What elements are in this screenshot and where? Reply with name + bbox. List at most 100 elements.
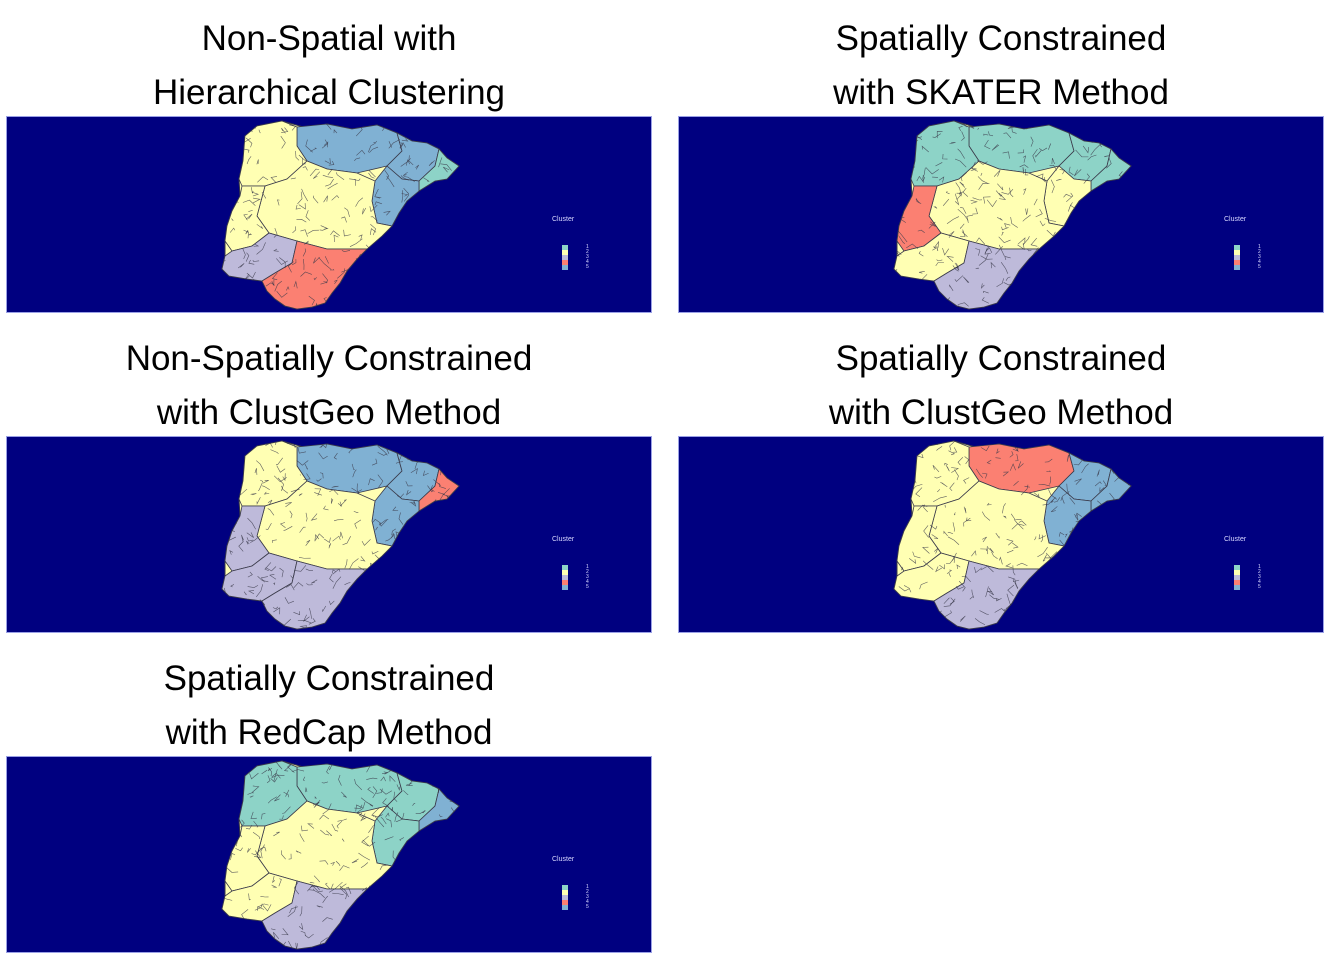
legend-label: 4: [1258, 579, 1261, 585]
legend-item: 4: [562, 899, 602, 905]
legend-item: 2: [562, 249, 602, 255]
panel-title-line2: with ClustGeo Method: [828, 393, 1174, 432]
panel-title: Non-Spatially Constrained with ClustGeo …: [6, 332, 652, 440]
legend-item: 1: [562, 564, 602, 570]
map-panel: Spatially Constrained with ClustGeo Meth…: [678, 320, 1324, 640]
panel-title: Spatially Constrained with RedCap Method: [6, 652, 652, 760]
legend-title: Cluster: [1224, 536, 1247, 543]
panel-title: Spatially Constrained with ClustGeo Meth…: [678, 332, 1324, 440]
legend-swatch: [562, 890, 568, 895]
legend-item: 5: [562, 264, 602, 270]
legend-label: 2: [586, 249, 589, 255]
legend-label: 2: [1258, 249, 1261, 255]
legend-label: 4: [586, 579, 589, 585]
legend-swatch: [1234, 245, 1240, 250]
legend-label: 3: [1258, 574, 1261, 580]
cluster-region-farnortheast: [418, 788, 460, 832]
map-svg: [893, 120, 1132, 310]
legend-swatch: [562, 565, 568, 570]
legend-swatch: [562, 580, 568, 585]
legend-swatch: [562, 255, 568, 260]
cluster-region-southeast: [261, 240, 368, 310]
legend-label: 1: [586, 564, 589, 570]
legend-item: 3: [562, 254, 602, 260]
legend-swatch: [1234, 580, 1240, 585]
legend-item: 5: [1234, 584, 1274, 590]
legend-label: 1: [586, 884, 589, 890]
panel-title-line2: with ClustGeo Method: [156, 393, 502, 432]
legend-swatch: [1234, 565, 1240, 570]
legend-label: 1: [1258, 564, 1261, 570]
legend-swatch: [562, 250, 568, 255]
legend-swatch: [562, 245, 568, 250]
panel-title-line2: with RedCap Method: [165, 713, 493, 752]
choropleth-map: Cluster 1 2 3 4 5: [6, 436, 652, 633]
legend-swatch: [562, 900, 568, 905]
panel-title-line1: Spatially Constrained: [163, 659, 495, 698]
legend-item: 3: [562, 574, 602, 580]
legend-label: 5: [1258, 264, 1261, 270]
legend-swatch: [1234, 575, 1240, 580]
legend-item: 4: [562, 259, 602, 265]
legend-item: 5: [562, 904, 602, 910]
cluster-region-southeast: [933, 240, 1040, 310]
map-svg: [221, 440, 460, 630]
legend-label: 4: [586, 259, 589, 265]
panel-title-line1: Spatially Constrained: [835, 339, 1167, 378]
legend-item: 2: [562, 569, 602, 575]
panel-title-line1: Spatially Constrained: [835, 19, 1167, 58]
legend-swatch: [1234, 265, 1240, 270]
legend-label: 3: [586, 894, 589, 900]
map-panel: Spatially Constrained with SKATER Method…: [678, 0, 1324, 320]
map-svg: [893, 440, 1132, 630]
choropleth-map: Cluster 1 2 3 4 5: [6, 116, 652, 313]
legend-item: 4: [1234, 259, 1274, 265]
legend-label: 5: [586, 584, 589, 590]
legend-swatch: [1234, 585, 1240, 590]
choropleth-map: Cluster 1 2 3 4 5: [678, 436, 1324, 633]
map-panel: Non-Spatial with Hierarchical Clustering…: [6, 0, 652, 320]
legend-item: 2: [1234, 569, 1274, 575]
legend-title: Cluster: [1224, 216, 1247, 223]
legend-label: 2: [586, 569, 589, 575]
legend-label: 1: [1258, 244, 1261, 250]
legend-label: 5: [586, 264, 589, 270]
legend-swatch: [562, 895, 568, 900]
choropleth-map: Cluster 1 2 3 4 5: [678, 116, 1324, 313]
legend-item: 1: [562, 884, 602, 890]
legend-item: 1: [1234, 564, 1274, 570]
legend-item: 5: [1234, 264, 1274, 270]
legend-item: 4: [562, 579, 602, 585]
legend-item: 3: [1234, 574, 1274, 580]
map-svg: [221, 760, 460, 950]
legend-swatch: [562, 575, 568, 580]
legend-label: 2: [586, 889, 589, 895]
legend-swatch: [1234, 570, 1240, 575]
map-svg: [221, 120, 460, 310]
panel-title-line1: Non-Spatial with: [201, 19, 457, 58]
legend-title: Cluster: [552, 536, 575, 543]
legend-swatch: [1234, 260, 1240, 265]
cluster-region-farnortheast: [418, 148, 460, 192]
legend-item: 2: [562, 889, 602, 895]
cluster-region-southeast: [261, 560, 368, 630]
legend-item: 3: [562, 894, 602, 900]
map-panel: Spatially Constrained with RedCap Method…: [6, 640, 652, 960]
legend-label: 1: [586, 244, 589, 250]
legend-swatch: [1234, 255, 1240, 260]
legend-label: 4: [1258, 259, 1261, 265]
legend-swatch: [562, 570, 568, 575]
legend-swatch: [562, 260, 568, 265]
cluster-region-farnortheast: [1090, 468, 1132, 512]
panel-title: Non-Spatial with Hierarchical Clustering: [6, 12, 652, 120]
legend-swatch: [562, 265, 568, 270]
map-panel: Non-Spatially Constrained with ClustGeo …: [6, 320, 652, 640]
legend-label: 3: [586, 574, 589, 580]
legend-swatch: [1234, 250, 1240, 255]
cluster-region-southeast: [933, 560, 1040, 630]
legend-label: 2: [1258, 569, 1261, 575]
